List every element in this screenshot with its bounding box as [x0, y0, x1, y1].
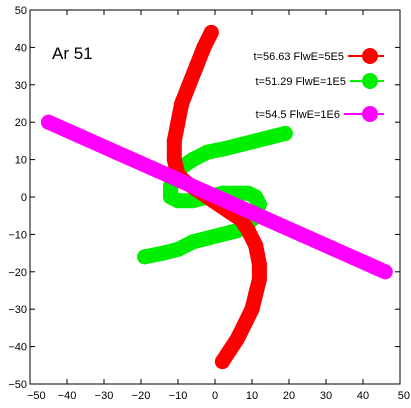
data-point [185, 234, 201, 250]
data-point [251, 271, 267, 287]
x-tick-label: −50 [27, 390, 46, 402]
y-tick-label: −30 [8, 304, 27, 316]
data-point [377, 264, 393, 280]
data-point [170, 114, 186, 130]
data-point [277, 125, 293, 141]
data-point [155, 245, 171, 261]
x-tick-label: −40 [58, 390, 77, 402]
legend-label: t=56.63 FlwE=5E5 [253, 51, 344, 63]
y-tick-label: 50 [15, 5, 27, 17]
data-point [185, 152, 201, 168]
data-point [214, 226, 230, 242]
data-point [166, 133, 182, 149]
x-tick-label: 20 [283, 390, 295, 402]
data-point [174, 96, 190, 111]
legend-marker [362, 106, 378, 122]
data-point [248, 133, 264, 149]
data-point [137, 249, 153, 265]
y-tick-label: −20 [8, 267, 27, 279]
x-tick-label: −10 [169, 390, 188, 402]
series-2 [41, 114, 393, 280]
data-point [237, 316, 253, 332]
data-point [166, 152, 182, 168]
data-point [244, 301, 260, 317]
data-point [196, 39, 212, 55]
legend-marker [362, 73, 378, 89]
data-point [181, 77, 197, 93]
data-point [248, 286, 264, 302]
data-point [240, 223, 256, 239]
legend-label: t=54.5 FlwE=1E6 [256, 109, 340, 121]
data-point [170, 193, 186, 209]
x-tick-label: 50 [398, 390, 410, 402]
x-tick-label: 40 [357, 390, 369, 402]
data-point [248, 238, 264, 254]
y-tick-label: −40 [8, 342, 27, 354]
x-tick-label: 0 [212, 390, 218, 402]
y-tick-label: 40 [15, 42, 27, 54]
y-tick-label: −10 [8, 229, 27, 241]
data-point [229, 331, 245, 347]
x-tick-label: 30 [320, 390, 332, 402]
axis-ticks: −50 −40 −30 −20 −10 0 10 20 30 40 50 −50 −40 −30 −20 −1… [8, 5, 410, 402]
y-tick-label: 10 [15, 155, 27, 167]
series-line [41, 114, 393, 280]
data-point [189, 58, 204, 74]
data-point [218, 140, 234, 156]
data-point [263, 129, 278, 145]
y-tick-label: −50 [8, 379, 27, 391]
data-point [170, 241, 186, 257]
legend: t=56.63 FlwE=5E5 t=51.29 FlwE=1E5 t=54.5 F… [253, 48, 384, 122]
x-tick-label: 10 [246, 390, 258, 402]
series-layer [41, 24, 393, 370]
x-tick-label: −20 [132, 390, 151, 402]
data-point [200, 144, 216, 160]
data-point [222, 342, 238, 358]
data-point [214, 354, 230, 370]
x-tick-label: −30 [95, 390, 114, 402]
data-point [200, 230, 216, 246]
legend-marker [362, 48, 378, 64]
data-point [203, 24, 219, 40]
y-tick-label: 20 [15, 117, 27, 129]
chart-annotation: Ar 51 [52, 44, 93, 63]
y-tick-label: 0 [21, 192, 27, 204]
legend-label: t=51.29 FlwE=1E5 [255, 76, 346, 88]
data-point [233, 137, 249, 153]
y-tick-label: 30 [15, 80, 27, 92]
data-point [41, 114, 56, 130]
data-point [251, 256, 267, 272]
